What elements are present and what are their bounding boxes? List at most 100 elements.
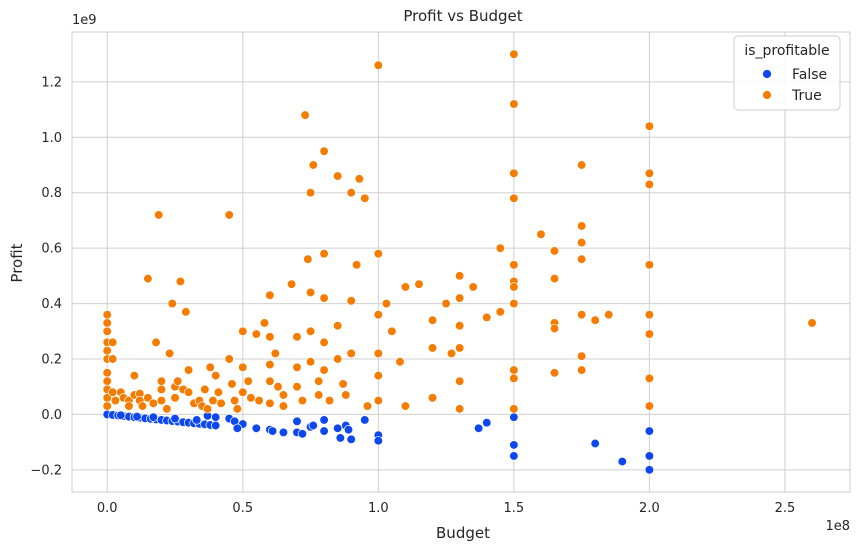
data-point-true	[414, 279, 424, 289]
data-point-true	[110, 395, 121, 406]
data-point-true	[576, 310, 587, 320]
data-point-true	[164, 348, 175, 359]
y-tick-label: 1.2	[41, 75, 62, 90]
data-point-true	[351, 260, 362, 270]
data-point-true	[102, 376, 112, 386]
data-point-true	[468, 282, 478, 292]
data-point-true	[509, 260, 519, 270]
data-point-true	[305, 188, 316, 198]
data-point-false	[232, 423, 243, 433]
legend-label-true: True	[791, 88, 822, 104]
data-point-true	[170, 393, 180, 403]
data-point-true	[576, 160, 587, 170]
data-point-true	[308, 160, 318, 170]
data-point-false	[278, 427, 289, 438]
data-point-true	[102, 346, 112, 356]
data-point-true	[373, 370, 383, 381]
data-point-true	[200, 384, 210, 395]
data-point-true	[265, 376, 275, 386]
data-point-true	[400, 401, 411, 411]
data-point-true	[644, 310, 655, 320]
data-point-true	[102, 310, 112, 320]
data-point-true	[102, 318, 112, 328]
data-point-true	[102, 326, 112, 336]
data-point-true	[319, 146, 329, 156]
data-point-true	[154, 210, 164, 220]
data-point-false	[211, 420, 221, 431]
data-point-true	[286, 279, 297, 289]
y-tick-label: 1.0	[41, 131, 62, 146]
data-point-true	[175, 276, 186, 287]
legend-box	[733, 35, 841, 111]
x-tick-label: 2.5	[775, 501, 796, 516]
data-point-false	[319, 426, 329, 436]
y-tick-label: 0.4	[41, 297, 62, 312]
data-point-true	[227, 379, 237, 389]
data-point-true	[238, 387, 248, 397]
data-point-true	[254, 395, 264, 406]
data-point-true	[482, 312, 492, 323]
data-point-true	[576, 237, 587, 248]
data-point-true	[333, 171, 343, 181]
data-point-true	[373, 60, 383, 70]
data-point-true	[216, 398, 226, 408]
data-point-false	[482, 418, 492, 428]
data-point-false	[297, 429, 308, 439]
data-point-true	[381, 298, 392, 309]
data-point-true	[102, 368, 112, 378]
data-point-true	[454, 404, 465, 414]
data-point-true	[549, 273, 560, 284]
data-point-true	[259, 318, 270, 328]
data-point-true	[202, 404, 213, 414]
y-tick-label: −0.2	[30, 463, 62, 478]
data-point-true	[238, 326, 248, 336]
x-axis-label: Budget	[436, 524, 490, 542]
data-point-true	[644, 179, 655, 190]
data-point-true	[151, 337, 161, 348]
data-point-true	[108, 387, 118, 397]
data-point-false	[509, 412, 519, 422]
data-point-true	[495, 243, 505, 253]
data-point-true	[549, 246, 560, 256]
data-point-true	[341, 390, 351, 400]
data-point-false	[360, 415, 370, 425]
data-point-true	[314, 390, 324, 400]
data-point-true	[232, 404, 243, 414]
data-point-true	[143, 273, 153, 284]
legend-marker-true	[762, 90, 772, 100]
data-point-true	[373, 395, 383, 406]
data-point-true	[454, 343, 465, 353]
data-point-true	[454, 271, 465, 281]
data-point-true	[229, 395, 240, 406]
data-point-true	[427, 343, 438, 353]
data-point-false	[319, 415, 329, 425]
x-tick-label: 0.0	[97, 501, 118, 516]
data-point-true	[373, 310, 383, 320]
data-point-true	[251, 329, 261, 339]
data-point-true	[205, 362, 215, 372]
data-point-true	[576, 221, 587, 231]
data-point-false	[644, 465, 655, 475]
data-point-false	[333, 423, 343, 433]
data-point-true	[509, 404, 519, 414]
legend-title: is_profitable	[744, 43, 829, 59]
data-point-true	[319, 365, 329, 375]
data-point-true	[576, 351, 587, 361]
data-point-true	[213, 387, 224, 397]
plot-area	[71, 31, 851, 493]
data-point-true	[265, 398, 275, 408]
data-point-true	[387, 326, 397, 336]
data-point-true	[265, 290, 275, 300]
data-point-true	[314, 376, 324, 386]
data-point-true	[373, 249, 383, 259]
data-point-true	[137, 401, 148, 411]
legend-marker-false	[762, 69, 772, 79]
data-point-true	[319, 337, 329, 348]
data-point-true	[354, 174, 364, 184]
data-point-false	[267, 426, 278, 436]
data-point-true	[446, 348, 457, 359]
data-point-false	[473, 423, 484, 433]
data-point-true	[495, 307, 505, 317]
data-point-true	[576, 365, 587, 375]
